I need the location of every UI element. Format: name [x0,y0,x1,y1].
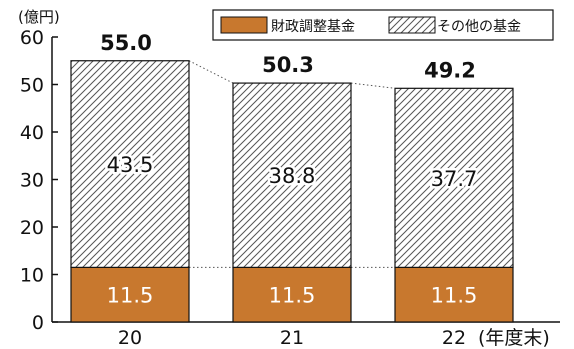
segment-label-other-funds: 38.8 [269,164,316,188]
segment-label-other-funds: 43.5 [107,153,154,177]
bar-total-label: 49.2 [424,58,476,82]
y-tick-label: 10 [20,265,44,287]
y-tick-label: 30 [20,170,44,192]
bar-segment-other-funds [70,60,190,268]
y-tick-label: 40 [20,122,44,144]
y-tick-label: 0 [32,312,44,334]
segment-label-fiscal-adjustment-fund: 11.5 [107,284,154,308]
legend: 財政調整基金 その他の基金 [212,9,554,41]
bar-segment-other-funds [232,82,352,268]
total-connector-line [350,82,396,89]
bars [70,60,514,323]
x-tick-label: 20 [118,327,142,349]
bar-segment-fiscal-adjustment-fund [70,266,190,323]
y-tick-label: 20 [20,217,44,239]
segment-label-other-funds: 37.7 [431,167,478,191]
legend-swatch [220,16,268,34]
legend-swatch [388,16,436,34]
bar-segment-fiscal-adjustment-fund [232,266,352,323]
bar-total-label: 55.0 [100,31,152,55]
total-connector-line [188,60,234,84]
x-axis-suffix-label: (年度末) [478,327,550,349]
y-tick-label: 60 [20,27,44,49]
bar-segment-other-funds [394,87,514,268]
segment-label-fiscal-adjustment-fund: 11.5 [431,284,478,308]
x-tick-label: 21 [280,327,304,349]
legend-label: その他の基金 [437,18,521,35]
x-tick-label: 22 [442,327,466,349]
y-axis-unit-label: (億円) [18,8,60,26]
bar-segment-fiscal-adjustment-fund [394,266,514,323]
segment-label-fiscal-adjustment-fund: 11.5 [269,284,316,308]
y-tick-label: 50 [20,75,44,97]
legend-label: 財政調整基金 [271,18,355,35]
legend-box [212,9,554,41]
labels: 11.5 43.5 55.0 11.5 38.8 50.3 11.5 37.7 49.2 [100,31,480,308]
bar-total-label: 50.3 [262,53,314,77]
